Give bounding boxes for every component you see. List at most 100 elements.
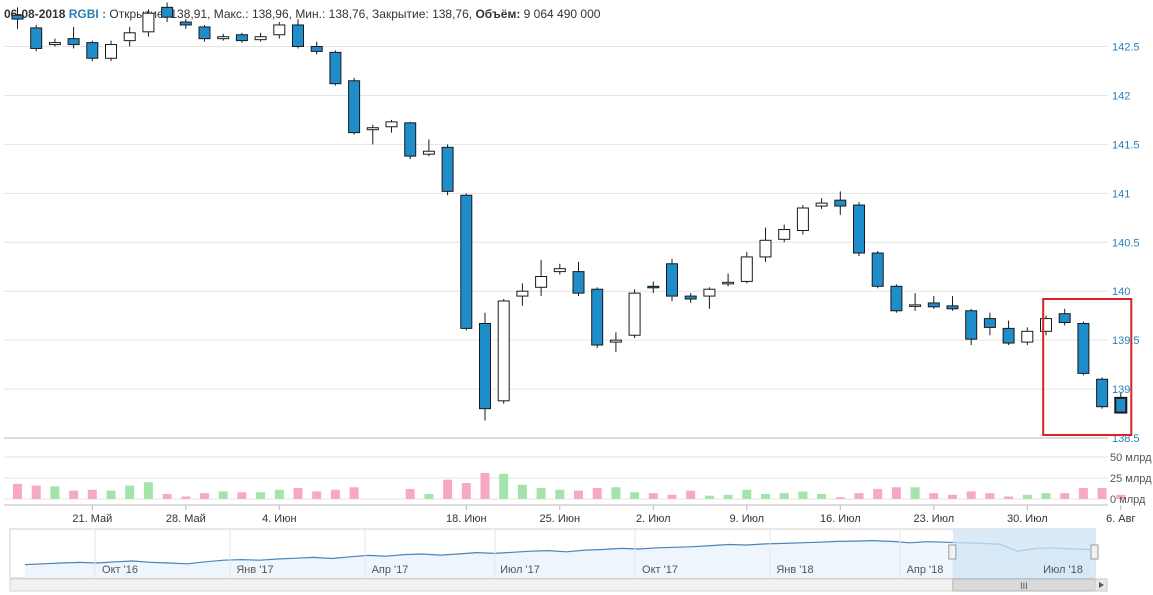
header-high-label: Макс.: [213,7,249,21]
price-tick-label: 140.5 [1112,237,1140,249]
volume-bar [835,497,845,499]
candle-body [796,207,809,232]
volume-bar [274,489,284,499]
navigator-right-handle [1090,544,1099,560]
navigator-date-label: Июл '18 [1043,564,1083,576]
volume-bar [1116,494,1126,499]
candle-body [329,51,342,85]
volume-bar [69,490,79,499]
candle-body [628,292,641,336]
volume-bar [1022,494,1032,499]
volume-bar [779,493,789,499]
candle-body [385,121,398,128]
date-tick-label: 23. Июл [913,513,954,525]
candle-body [983,318,996,328]
navigator-line [24,539,1091,566]
candle-body [48,42,61,46]
price-tick-label: 141 [1112,188,1130,200]
candle-body [142,12,155,33]
candle-body [105,44,117,59]
header-close-value: 138,76 [432,7,469,21]
candle-body [86,42,99,59]
highlight-box [1042,298,1133,436]
candle-body [834,199,847,207]
volume-bar [517,484,527,499]
volume-bar [237,492,247,499]
volume-bar [424,493,434,499]
candle-body [909,304,922,307]
candle-body [535,276,548,288]
candle-body [67,38,80,46]
candle-body [179,21,192,26]
volume-bar [50,486,60,499]
candle-body [441,146,454,192]
candle-body [460,194,473,329]
volume-bar [143,482,153,499]
header-high-value: 138,96 [251,7,289,21]
volume-bar [1097,488,1107,499]
candle-body [366,127,379,131]
candle-body [946,305,959,310]
volume-bar [555,489,565,499]
date-tick-label: 30. Июл [1007,513,1048,525]
candle-body [666,263,678,297]
navigator-area [25,540,1090,578]
volume-bar [1041,493,1051,499]
header-volume-value: 9 064 490 000 [523,7,601,21]
candle-body [647,285,660,289]
price-grid [4,46,1108,439]
navigator-date-label: Апр '18 [907,564,944,576]
volume-axis: 50 млрд 25 млрд 0 млрд [1110,452,1152,506]
candle-body [778,229,791,240]
candle-body [1077,322,1090,374]
volume-bar [1060,493,1070,499]
volume-bar [31,485,41,499]
candle-body [516,290,529,297]
volume-bar [256,492,266,499]
header-ticker: RGBI : [68,7,107,21]
volume-bar [704,495,714,499]
navigator-date-label: Апр '17 [372,564,409,576]
volume-bar [630,492,640,499]
candle-body [422,150,435,155]
candle-body [497,300,510,402]
candle-body [572,271,585,294]
candle-body [853,204,865,254]
volume-bar [536,488,546,499]
candle-body [404,122,417,157]
volume-bar [611,487,621,499]
price-tick-label: 142.5 [1112,42,1140,54]
scrollbar-grip: III [1020,581,1028,591]
volume-bar [162,493,172,499]
candle-body [759,239,772,258]
price-tick-label: 139 [1112,384,1130,396]
price-tick-label: 142 [1112,90,1130,102]
volume-bar [443,479,453,499]
candle-body [1040,318,1052,332]
ohlc-header: 06-08-2018 RGBI : Открытие: 138,91, Макс… [4,7,601,21]
candle-body [965,310,978,340]
volume-bar [218,491,228,499]
volume-bar [873,488,883,499]
date-tick-label: 6. Авг [1106,513,1135,525]
candle-body [217,36,230,40]
volume-bar [405,488,415,499]
navigator-left-handle [948,544,957,560]
volume-bar [985,493,995,499]
date-tick-label: 4. Июн [262,513,296,525]
candle-body [198,26,211,40]
navigator[interactable]: Окт '16 Янв '17 Апр '17 Июл '17 Окт '17 Янв '… [9,528,1108,592]
price-tick-label: 139.5 [1112,335,1140,347]
candle-body [871,252,884,287]
navigator-date-label: Окт '17 [642,564,678,576]
date-tick-label: 28. Май [166,513,206,525]
candle-body [815,202,828,207]
candle-body [591,288,604,346]
navigator-date-label: Янв '18 [776,564,813,576]
volume-bar [330,489,340,499]
volume-bar [125,485,135,499]
volume-bar [910,487,920,499]
candle-body [292,24,304,47]
